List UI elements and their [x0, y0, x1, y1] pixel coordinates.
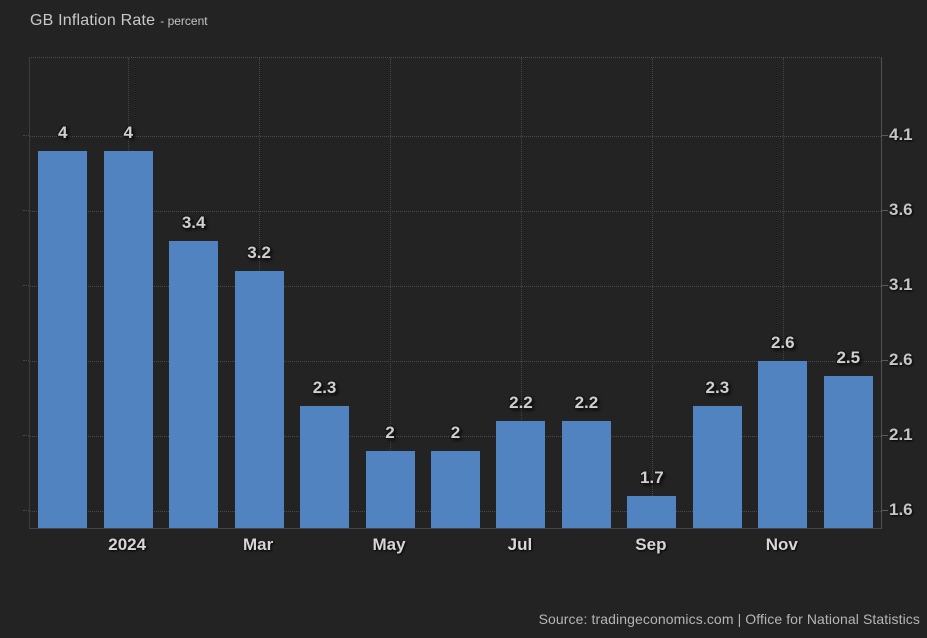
source-credit: Source: tradingeconomics.com | Office fo… [538, 611, 920, 627]
y-axis-tick [881, 435, 888, 437]
y-axis-tick-left [23, 360, 29, 362]
y-axis-tick-left [23, 510, 29, 512]
plot-area: 4 4 3.4 3.2 2.3 2 2 2.2 2.2 1.7 2.3 2.6 2.5 [29, 57, 882, 529]
bar[interactable] [300, 406, 350, 528]
y-axis-tick [881, 210, 888, 212]
vertical-gridline [782, 58, 784, 528]
y-axis-tick-left [23, 135, 29, 137]
bar-value-label: 2 [450, 423, 461, 443]
y-axis-tick [881, 135, 888, 137]
y-axis-label: 2.6 [889, 350, 913, 370]
y-axis-tick [881, 510, 888, 512]
bar-value-label: 1.7 [640, 468, 664, 488]
bar-value-label: 2.2 [509, 393, 533, 413]
bar[interactable] [103, 151, 153, 528]
bar[interactable] [431, 451, 480, 528]
bar[interactable] [496, 421, 546, 528]
horizontal-gridline [30, 436, 881, 438]
y-axis-tick [881, 285, 888, 287]
bar[interactable] [234, 271, 284, 528]
bar-value-label: 2.6 [770, 333, 795, 353]
horizontal-gridline [30, 286, 881, 288]
x-axis-label: 2024 [108, 535, 147, 554]
bar[interactable] [561, 421, 611, 528]
y-axis-label: 4.1 [889, 125, 913, 145]
vertical-gridline [520, 58, 522, 528]
bar-value-label: 2.3 [312, 378, 337, 398]
y-axis-label: 1.6 [889, 500, 913, 520]
bar[interactable] [692, 406, 742, 528]
x-axis-label: May [372, 535, 406, 554]
bar[interactable] [823, 376, 873, 528]
y-axis-label: 3.1 [889, 275, 913, 295]
bar-value-label: 2.5 [836, 348, 861, 368]
horizontal-gridline [30, 361, 881, 363]
bar-value-label: 2 [385, 423, 395, 443]
bar-value-label: 2.3 [705, 378, 730, 398]
bar-value-label: 3.2 [247, 243, 271, 263]
y-axis-label: 2.1 [889, 425, 913, 445]
y-axis-label: 3.6 [889, 200, 913, 220]
bar-value-label: 2.2 [574, 393, 599, 413]
chart-title: GB Inflation Rate [30, 12, 156, 29]
vertical-gridline [390, 58, 392, 528]
bar[interactable] [38, 151, 88, 528]
x-axis-label: Sep [635, 535, 667, 554]
y-axis-tick-left [23, 435, 29, 437]
horizontal-gridline [30, 136, 881, 138]
y-axis-tick [881, 360, 888, 362]
vertical-gridline [651, 58, 653, 528]
x-axis-label: Jul [507, 535, 533, 554]
chart-title-row: GB Inflation Rate - percent [30, 12, 208, 30]
y-axis-tick-left [23, 210, 29, 212]
bar[interactable] [169, 241, 219, 528]
x-axis-label: Mar [242, 535, 274, 554]
x-axis-label: Nov [765, 535, 798, 554]
chart-subtitle: - percent [160, 14, 208, 28]
bar[interactable] [627, 496, 677, 528]
bar[interactable] [758, 361, 808, 528]
bar[interactable] [365, 451, 415, 528]
bar-value-label: 3.4 [181, 213, 206, 233]
bar-value-label: 4 [123, 123, 133, 143]
horizontal-gridline [30, 211, 881, 213]
bar-value-label: 4 [57, 123, 68, 143]
y-axis-tick-left [23, 285, 29, 287]
